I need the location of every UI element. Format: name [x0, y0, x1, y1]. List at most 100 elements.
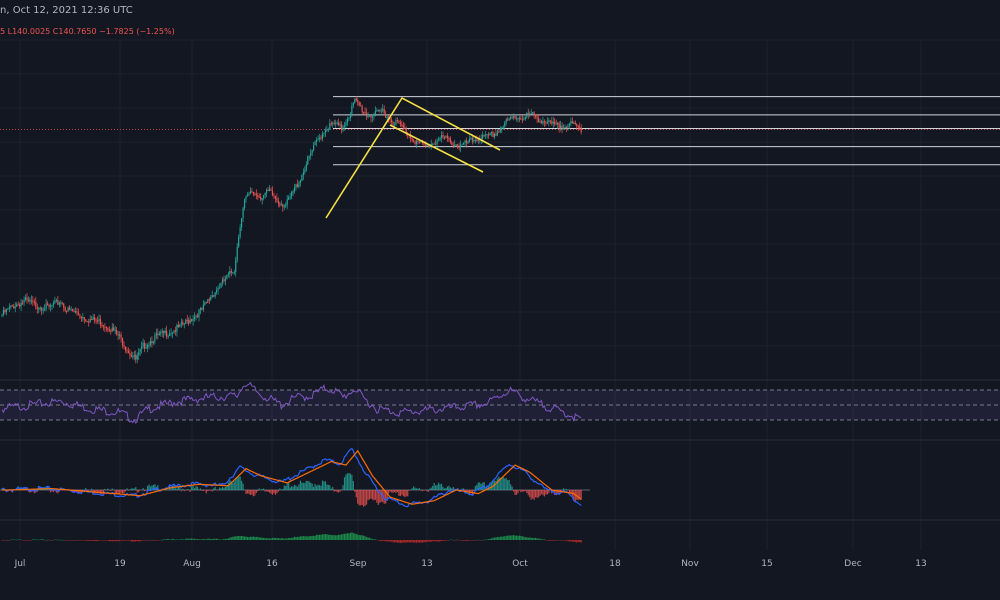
macd-histogram-bar [517, 490, 519, 494]
momentum-bar [216, 538, 218, 540]
macd-histogram-bar [420, 490, 422, 491]
momentum-bar [44, 540, 46, 541]
momentum-bar [120, 540, 122, 541]
momentum-bar [564, 540, 566, 541]
candle-body [213, 295, 215, 297]
momentum-bar [440, 540, 443, 541]
candle-body [474, 139, 476, 141]
candle-body [345, 122, 347, 126]
macd-histogram-bar [129, 489, 131, 490]
momentum-bar [152, 540, 155, 541]
momentum-bar [13, 539, 15, 541]
momentum-bar [126, 540, 128, 541]
momentum-bar [342, 534, 344, 540]
macd-histogram-bar [283, 485, 285, 490]
candle-body [127, 351, 130, 353]
momentum-bar [158, 540, 160, 541]
candle-body [27, 299, 30, 301]
macd-histogram-bar [514, 490, 516, 496]
candle-body [502, 126, 504, 128]
candle-body [454, 144, 456, 146]
macd-histogram-bar [404, 490, 406, 497]
candle-body [260, 197, 262, 200]
candle-body [292, 191, 294, 193]
macd-histogram-bar [179, 487, 181, 490]
macd-histogram-bar [170, 487, 172, 490]
candle-body [473, 140, 475, 142]
momentum-bar [471, 540, 473, 541]
macd-histogram-bar [249, 490, 252, 495]
momentum-bar [2, 540, 5, 541]
momentum-bar [263, 537, 265, 540]
macd-histogram-bar [164, 489, 166, 491]
flag-pattern-annotation [325, 96, 501, 219]
momentum-bar [507, 535, 509, 540]
macd-histogram-bar [83, 490, 85, 491]
candle-body [570, 121, 572, 124]
candle-body [263, 195, 265, 199]
candle-body [148, 344, 150, 346]
candle-body [336, 122, 338, 124]
momentum-bar [16, 539, 18, 541]
candle-body [399, 122, 401, 125]
candle-body [149, 340, 152, 345]
macd-histogram-bar [226, 485, 228, 490]
candle-body [486, 134, 488, 136]
momentum-bar [515, 535, 518, 540]
momentum-bar [539, 538, 541, 540]
candle-body [48, 304, 50, 307]
candle-body [527, 113, 529, 115]
candle-body [437, 139, 440, 141]
momentum-bar [80, 540, 82, 541]
candle-body [301, 175, 303, 181]
macd-histogram-bar [107, 488, 109, 490]
momentum-bar [211, 539, 213, 540]
momentum-bar [149, 540, 152, 541]
momentum-bar [276, 538, 278, 540]
macd-histogram-bar [138, 490, 140, 493]
candle-body [564, 127, 566, 129]
macd-histogram-bar [280, 489, 282, 491]
candle-body [214, 292, 216, 297]
candle-body [426, 144, 428, 146]
macd-histogram-bar [302, 482, 304, 490]
momentum-bar [91, 540, 93, 541]
macd-histogram-bar [282, 489, 284, 490]
macd-histogram-bar [352, 481, 354, 490]
candle-body [211, 295, 213, 298]
candle-body [511, 117, 513, 119]
momentum-bar [185, 538, 187, 540]
macd-histogram-bar [339, 490, 341, 492]
candle-body [30, 300, 32, 302]
macd-histogram-bar [474, 486, 476, 490]
momentum-bar [21, 540, 24, 541]
momentum-bar [191, 538, 193, 540]
macd-histogram-bar [292, 486, 294, 490]
momentum-bar [296, 536, 299, 540]
macd-histogram-bar [390, 490, 393, 493]
momentum-bar [399, 540, 401, 543]
macd-histogram-bar [521, 490, 523, 492]
candle-body [170, 333, 172, 335]
macd-histogram-bar [489, 482, 491, 490]
macd-histogram-bar [330, 488, 332, 490]
momentum-bar [26, 540, 28, 541]
macd-histogram-bar [276, 490, 278, 494]
momentum-bar [445, 540, 447, 541]
candle-body [58, 302, 60, 305]
candle-body [335, 122, 337, 124]
candle-body [60, 302, 62, 304]
candle-body [99, 319, 102, 326]
candle-body [552, 121, 554, 124]
macd-histogram-bar [430, 487, 432, 490]
momentum-bar [401, 540, 403, 544]
candle-body [315, 139, 318, 143]
macd-histogram-bar [305, 480, 307, 490]
momentum-bar [365, 537, 368, 540]
momentum-bar [30, 540, 32, 541]
candle-body [185, 319, 187, 324]
macd-histogram-bar [142, 488, 144, 490]
candle-body [238, 236, 240, 247]
macd-histogram-bar [502, 477, 504, 490]
